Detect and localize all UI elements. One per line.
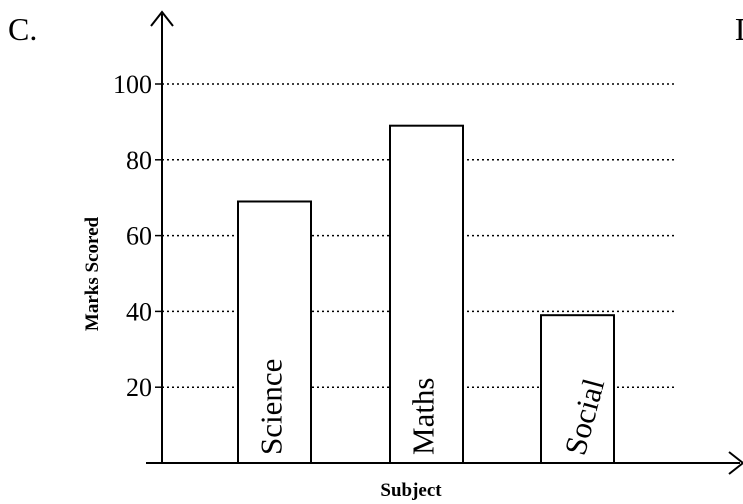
x-axis-title: Subject	[380, 480, 442, 501]
option-label: C.	[8, 11, 37, 47]
next-option-label: D	[735, 11, 743, 47]
y-tick-label-40: 40	[126, 297, 152, 326]
y-tick-labels: 20 40 60 80 100	[113, 70, 152, 402]
category-label-science: Science	[254, 359, 289, 455]
bar-science	[237, 200, 312, 465]
y-axis-arrow	[150, 10, 174, 27]
y-tick-label-60: 60	[126, 222, 152, 251]
bars	[237, 124, 615, 465]
y-tick-label-100: 100	[113, 70, 152, 99]
y-tick-label-80: 80	[126, 146, 152, 175]
y-tick-label-20: 20	[126, 373, 152, 402]
x-axis-arrow	[728, 451, 743, 475]
bar-social	[540, 314, 615, 464]
category-label-maths: Maths	[406, 378, 441, 456]
category-labels: Science Maths Social	[254, 359, 612, 459]
y-axis-title: Marks Scored	[82, 216, 103, 331]
bar-maths	[389, 124, 464, 464]
